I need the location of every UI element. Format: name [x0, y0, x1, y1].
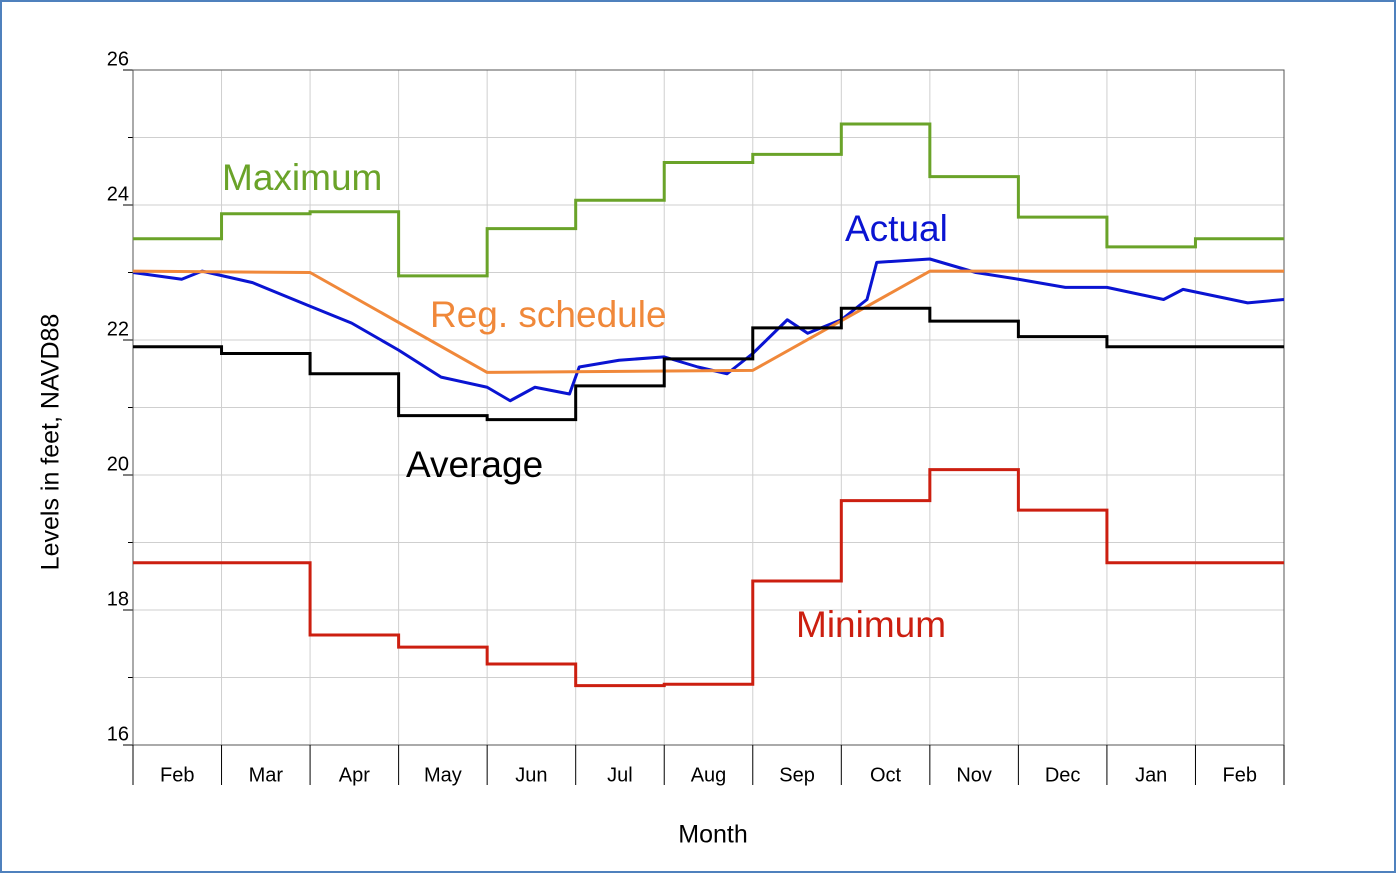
x-tick-label: Feb	[160, 764, 194, 786]
x-tick-label: Jun	[515, 764, 547, 786]
y-tick-label: 16	[107, 723, 129, 745]
series-label: Maximum	[222, 157, 382, 198]
series-label: Reg. schedule	[430, 294, 667, 335]
x-axis-title: Month	[678, 821, 747, 849]
x-tick-label: Apr	[339, 764, 370, 786]
step-line	[133, 122, 1284, 278]
step-line	[133, 306, 1284, 422]
series-label: Actual	[845, 208, 948, 249]
x-tick-label: May	[424, 764, 462, 786]
line	[132, 269, 1284, 374]
x-tick-label: Jan	[1135, 764, 1167, 786]
x-tick-label: Sep	[779, 764, 815, 786]
x-tick-label: Feb	[1222, 764, 1256, 786]
x-tick-label: Aug	[691, 764, 727, 786]
x-tick-label: Mar	[249, 764, 284, 786]
x-tick-label: Nov	[956, 764, 992, 786]
series-label: Minimum	[796, 604, 946, 645]
y-axis-title: Levels in feet, NAVD88	[37, 314, 65, 571]
x-tick-label: Oct	[870, 764, 902, 786]
line	[132, 257, 1285, 403]
series-label: Average	[406, 444, 543, 485]
y-tick-label: 18	[107, 588, 129, 610]
plot-frame	[132, 69, 1285, 746]
x-tick-label: Dec	[1045, 764, 1081, 786]
y-tick-label: 24	[107, 183, 129, 205]
step-line	[133, 468, 1284, 688]
y-tick-label: 22	[107, 318, 129, 340]
y-tick-label: 20	[107, 453, 129, 475]
x-tick-label: Jul	[607, 764, 633, 786]
y-tick-label: 26	[107, 48, 129, 70]
